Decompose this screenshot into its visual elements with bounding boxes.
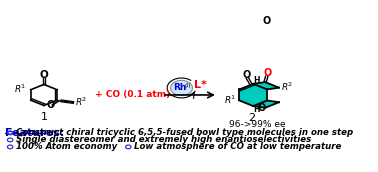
Text: + CO (0.1 atm): + CO (0.1 atm)	[94, 90, 170, 99]
Text: O: O	[46, 100, 55, 110]
Circle shape	[9, 146, 11, 148]
Text: Rh: Rh	[173, 83, 186, 92]
Text: (I): (I)	[185, 83, 192, 88]
Text: H: H	[253, 76, 260, 85]
Text: 100% Atom economy: 100% Atom economy	[16, 142, 117, 151]
Text: Construct chiral tricyclic 6,5,5-fused bowl type molecules in one step: Construct chiral tricyclic 6,5,5-fused b…	[16, 128, 353, 137]
Text: O: O	[263, 68, 272, 78]
Text: Single diastereomer and extremely high enantioselectivities: Single diastereomer and extremely high e…	[16, 135, 311, 144]
Text: H: H	[253, 105, 260, 114]
Circle shape	[9, 139, 11, 141]
Polygon shape	[253, 100, 279, 108]
Text: $R^2$: $R^2$	[75, 96, 87, 108]
Circle shape	[127, 146, 130, 148]
Text: 2: 2	[248, 113, 255, 123]
Text: 1: 1	[40, 112, 47, 122]
Text: O: O	[242, 70, 251, 80]
Polygon shape	[253, 82, 279, 89]
Text: $R^2$: $R^2$	[280, 80, 293, 93]
Text: O: O	[257, 103, 266, 113]
Text: $R^1$: $R^1$	[14, 83, 26, 95]
Text: Low atmosphere of CO at low temperature: Low atmosphere of CO at low temperature	[134, 142, 342, 151]
Text: Features:: Features:	[5, 128, 64, 138]
Text: L*: L*	[194, 80, 207, 90]
Text: O: O	[263, 16, 271, 26]
Circle shape	[170, 80, 192, 95]
Text: O: O	[40, 70, 48, 80]
Circle shape	[9, 132, 11, 134]
Text: $R^1$: $R^1$	[225, 94, 237, 106]
Polygon shape	[239, 84, 267, 106]
Text: 96->99% ee: 96->99% ee	[229, 120, 286, 129]
